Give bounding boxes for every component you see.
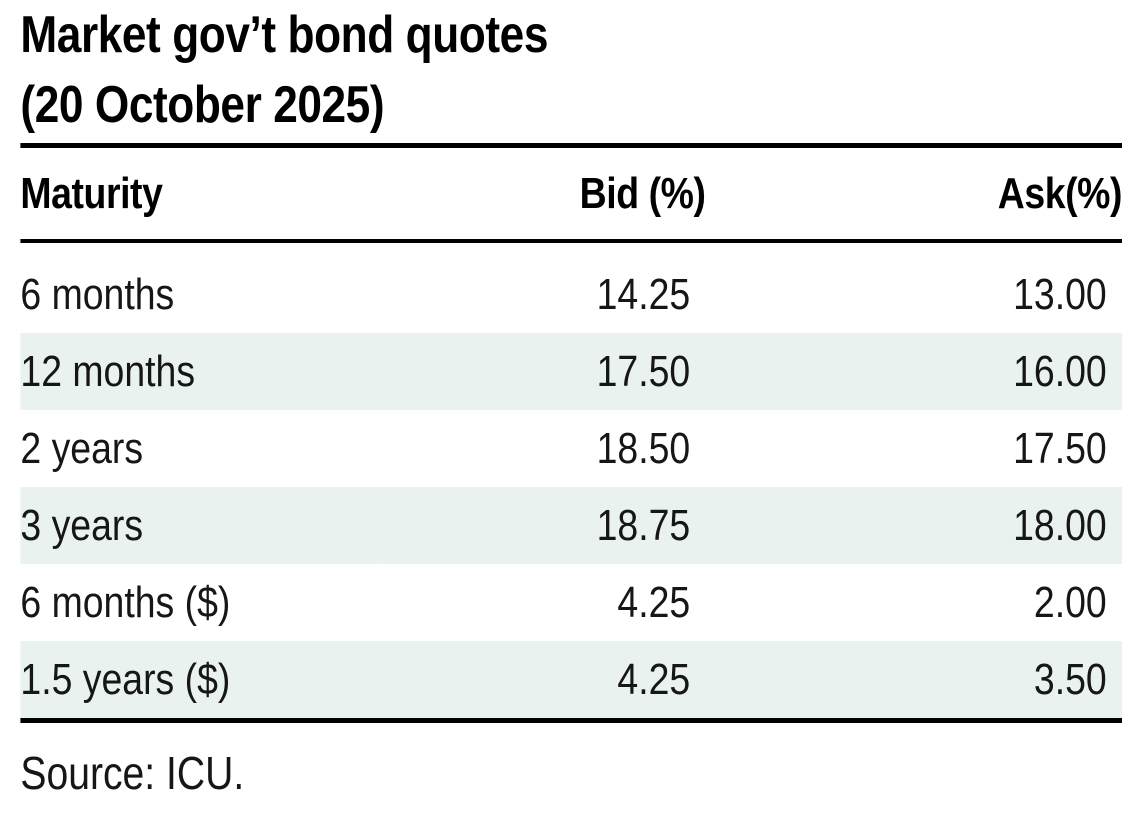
cell-ask: 3.50 [1033, 654, 1107, 704]
quotes-table-body: 6 months 14.25 13.00 12 months 17.50 16.00 2 y… [20, 256, 1122, 718]
cell-ask: 17.50 [1013, 423, 1107, 473]
figure-title-line1: Market gov’t bond quotes [20, 6, 548, 64]
quotes-table-header: Maturity Bid (%) Ask(%) [20, 148, 1122, 239]
source-note: Source: ICU. [20, 747, 245, 799]
cell-maturity: 2 years [20, 423, 144, 473]
cell-ask: 13.00 [1013, 269, 1107, 319]
table-row: 12 months 17.50 16.00 [20, 333, 1122, 410]
figure-content: Market gov’t bond quotes (20 October 202… [20, 0, 1122, 799]
cell-bid: 18.75 [596, 500, 691, 550]
cell-ask: 16.00 [1013, 346, 1107, 396]
cell-bid: 17.50 [596, 346, 691, 396]
cell-bid: 4.25 [617, 577, 691, 627]
bottom-rule [20, 718, 1122, 723]
cell-bid: 4.25 [617, 654, 691, 704]
cell-maturity: 6 months [20, 269, 175, 319]
column-header-maturity: Maturity [20, 168, 163, 218]
header-rule [20, 239, 1122, 243]
figure-title: Market gov’t bond quotes (20 October 202… [20, 0, 1122, 140]
cell-bid: 18.50 [596, 423, 691, 473]
table-row: 6 months ($) 4.25 2.00 [20, 564, 1122, 641]
table-row: 6 months 14.25 13.00 [20, 256, 1122, 333]
cell-bid: 14.25 [596, 269, 691, 319]
table-row: 1.5 years ($) 4.25 3.50 [20, 641, 1122, 718]
cell-maturity: 3 years [20, 500, 144, 550]
top-rule [20, 143, 1122, 148]
table-row: 3 years 18.75 18.00 [20, 487, 1122, 564]
cell-ask: 2.00 [1033, 577, 1107, 627]
header-row: Maturity Bid (%) Ask(%) [20, 148, 1122, 239]
cell-maturity: 12 months [20, 346, 196, 396]
column-header-bid: Bid (%) [579, 168, 706, 218]
cell-maturity: 1.5 years ($) [20, 654, 231, 704]
cell-maturity: 6 months ($) [20, 577, 231, 627]
table-row: 2 years 18.50 17.50 [20, 410, 1122, 487]
figure-title-line2: (20 October 2025) [20, 76, 385, 134]
cell-ask: 18.00 [1013, 500, 1107, 550]
column-header-ask: Ask(%) [997, 168, 1123, 218]
